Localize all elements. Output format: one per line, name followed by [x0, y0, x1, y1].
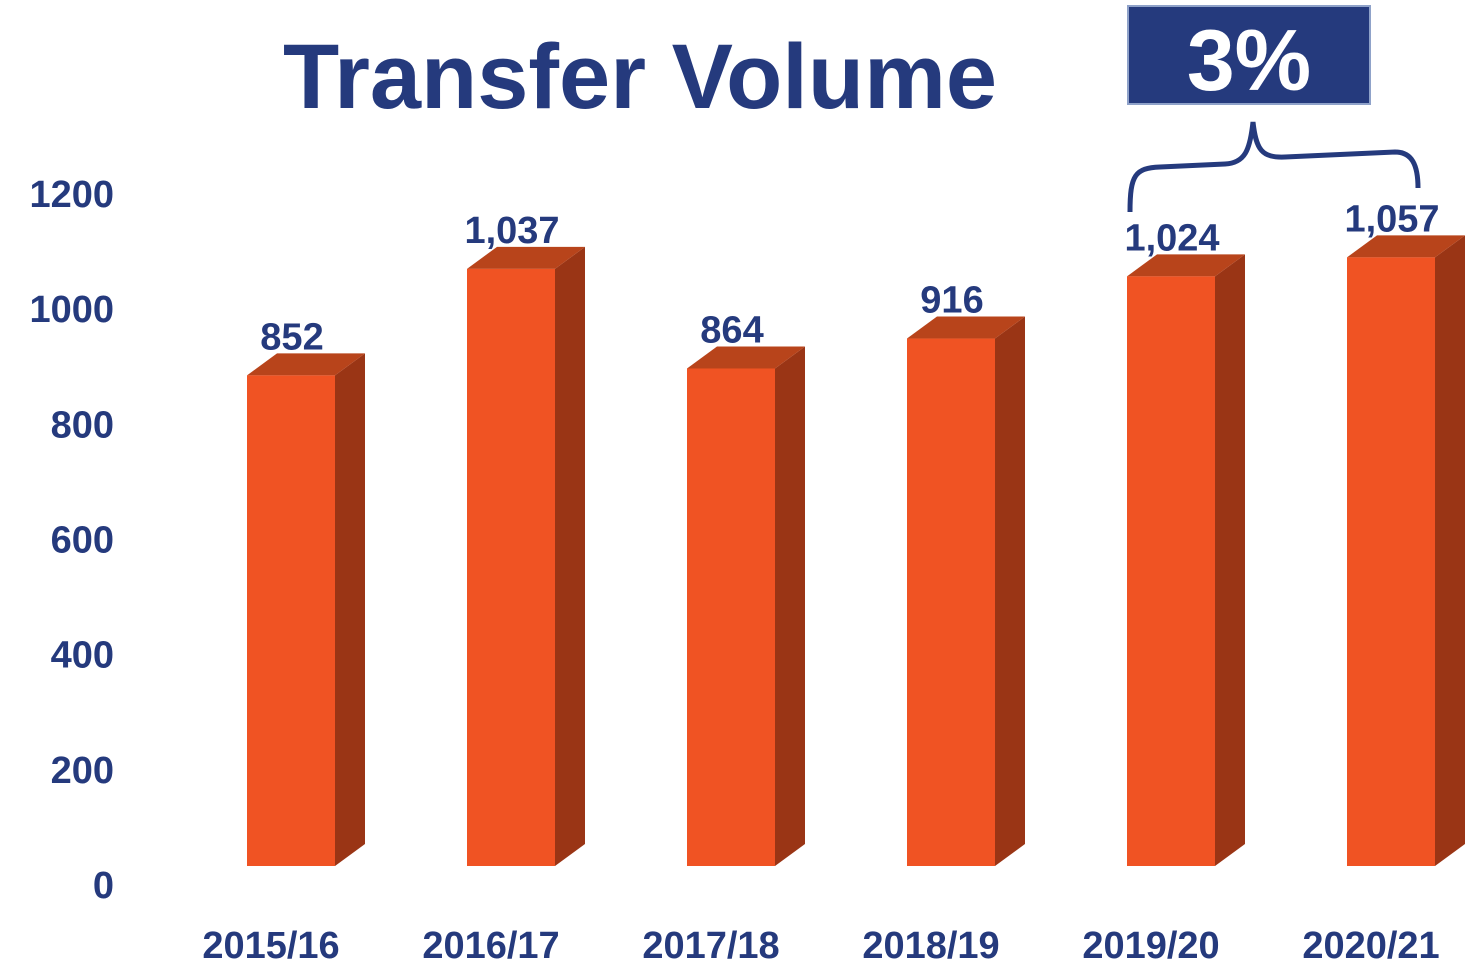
bar: [1127, 276, 1215, 866]
bar-top: [1127, 254, 1245, 277]
annotation-box: [1127, 5, 1371, 105]
x-tick-label: 2016/17: [422, 925, 559, 967]
y-tick-label: 1000: [29, 289, 114, 331]
x-tick-label: 2020/21: [1302, 925, 1439, 967]
bar-side: [1215, 254, 1245, 866]
bar: [687, 368, 775, 866]
value-label: 1,057: [1344, 198, 1439, 240]
bar-side: [555, 246, 585, 866]
bar-side: [1435, 235, 1465, 866]
bar: [467, 268, 555, 866]
value-label: 864: [700, 309, 763, 351]
value-label: 916: [920, 280, 983, 322]
brace: [1127, 121, 1421, 213]
y-tick-label: 400: [51, 635, 114, 677]
bar-side: [995, 316, 1025, 867]
bar-side: [335, 353, 365, 866]
value-label: 1,037: [464, 210, 559, 252]
value-label: 852: [260, 316, 323, 358]
bar-top: [467, 246, 585, 269]
y-tick-label: 1200: [29, 174, 114, 216]
bar-top: [687, 346, 805, 369]
x-tick-label: 2017/18: [642, 925, 779, 967]
y-tick-label: 0: [93, 865, 114, 907]
y-tick-label: 200: [51, 750, 114, 792]
annotation: 3%: [1187, 13, 1311, 109]
bar: [907, 338, 995, 867]
value-label: 1,024: [1124, 217, 1219, 259]
bar-side: [775, 346, 805, 867]
bar-top: [1347, 235, 1465, 258]
y-tick-label: 600: [51, 520, 114, 562]
bar-top: [907, 316, 1025, 339]
y-tick-label: 800: [51, 404, 114, 446]
x-tick-label: 2015/16: [202, 925, 339, 967]
x-tick-label: 2019/20: [1082, 925, 1219, 967]
chart-title: Transfer Volume: [283, 26, 997, 128]
x-tick-label: 2018/19: [862, 925, 999, 967]
bar-top: [247, 353, 365, 376]
bar: [1347, 257, 1435, 866]
bar: [247, 375, 335, 866]
